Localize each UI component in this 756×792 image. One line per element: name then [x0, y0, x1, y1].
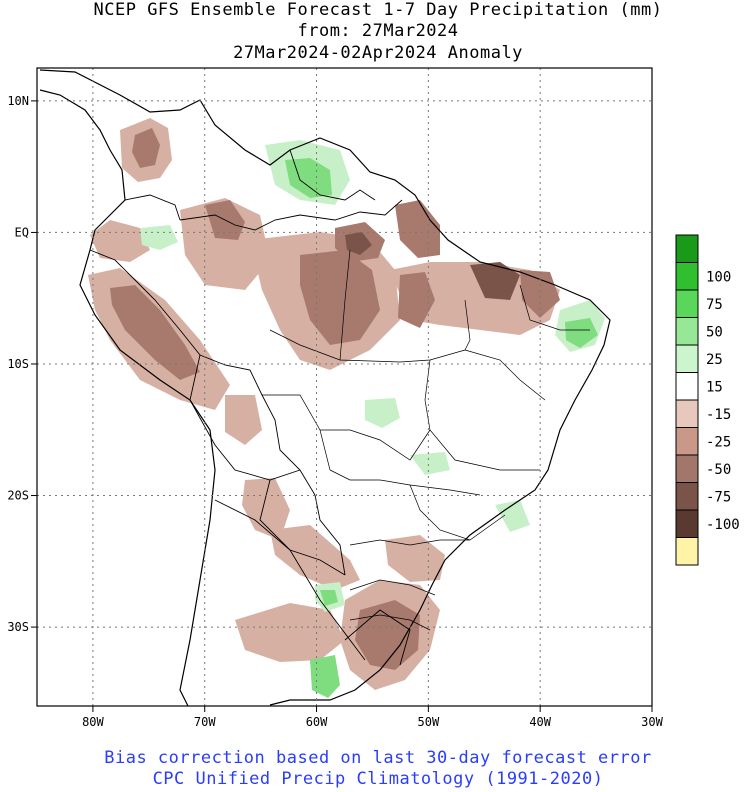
border-argentina: [214, 499, 366, 661]
y-tick-label-2: 10S: [7, 357, 29, 371]
state-border-6: [464, 299, 546, 401]
legend-label-1: 100: [706, 269, 731, 285]
legend-swatch-3: [675, 317, 699, 346]
state-border-8: [349, 539, 470, 546]
dry-area-coast-ne: [470, 262, 520, 300]
border-ecuador-peru: [89, 249, 131, 276]
legend-label-5: 15: [706, 379, 723, 395]
legend-label-10: -100: [706, 517, 740, 533]
border-uruguay: [344, 609, 411, 666]
dry-area-sao-paulo: [385, 535, 445, 582]
y-tick-label-1: EQ: [15, 225, 29, 239]
dry-area-amazon-central-dark: [300, 250, 380, 345]
wet-anomaly-areas: [140, 140, 605, 698]
wet-area-parana-mid: [320, 590, 338, 606]
x-tick-label-0: 80W: [82, 715, 104, 729]
y-tick-label-3: 20S: [7, 489, 29, 503]
border-colombia-venezuela: [124, 194, 181, 221]
dry-area-paraguay: [270, 525, 360, 590]
legend-swatch-11: [675, 537, 699, 566]
wet-area-ne-coast-mid: [565, 318, 598, 348]
legend-label-8: -50: [706, 462, 731, 478]
state-border-4: [320, 429, 431, 461]
legend-label-2: 75: [706, 297, 723, 313]
plot-frame: [36, 67, 653, 707]
dry-area-amazon-west: [180, 198, 270, 290]
plot-area: 80W 70W 60W 50W 40W 30W 10N EQ 10S 20S 30S: [7, 67, 664, 729]
dry-area-colombia: [90, 220, 150, 262]
dry-area-rondonia: [225, 395, 262, 445]
x-tick-label-1: 70W: [194, 715, 216, 729]
dry-area-para-darkest: [345, 232, 372, 255]
state-border-9: [349, 579, 436, 596]
y-tick-label-0: 10N: [7, 94, 29, 108]
legend-label-3: 50: [706, 324, 723, 340]
state-border-2: [269, 329, 341, 361]
legend-swatch-6: [675, 399, 699, 428]
axis-ticks: 80W 70W 60W 50W 40W 30W 10N EQ 10S 20S 30S: [7, 94, 663, 729]
dry-area-bolivia: [242, 478, 290, 540]
legend-label-9: -75: [706, 489, 731, 505]
wet-area-argentina: [310, 655, 340, 698]
map-title-line-2: from: 27Mar2024: [297, 21, 459, 41]
dry-area-venezuela-core: [132, 128, 160, 168]
legend-label-6: -15: [706, 407, 731, 423]
legend-label-7: -25: [706, 434, 731, 450]
dry-area-maranhao-dark: [398, 272, 435, 328]
legend-swatch-5: [675, 372, 699, 401]
state-border-12: [262, 394, 331, 471]
legend-swatch-10: [675, 509, 699, 538]
graticule: [37, 68, 652, 706]
footer-line-2: CPC Unified Precip Climatology (1991-202…: [152, 769, 604, 789]
wet-area-central: [365, 398, 400, 428]
legend-label-4: 25: [706, 352, 723, 368]
state-border-11: [409, 484, 506, 541]
map-title-line-3: 27Mar2024-02Apr2024 Anomaly: [233, 43, 523, 63]
state-border-10: [349, 614, 431, 631]
dry-anomaly-areas: [88, 118, 560, 690]
border-bolivia: [189, 354, 301, 481]
wet-area-guiana-mid: [285, 158, 332, 198]
border-guiana: [289, 149, 376, 201]
country-borders: [89, 149, 411, 666]
legend-swatch-0: [675, 234, 699, 263]
state-border-3: [424, 359, 540, 471]
x-tick-label-5: 30W: [641, 715, 663, 729]
legend-swatch-1: [675, 262, 699, 291]
wet-area-rio: [495, 500, 530, 532]
border-brazil-west: [129, 274, 346, 576]
state-border-1: [339, 249, 466, 363]
footer-line-1: Bias correction based on last 30-day for…: [104, 748, 652, 768]
dry-area-chaco: [235, 603, 345, 662]
legend-swatch-4: [675, 344, 699, 373]
x-tick-label-3: 50W: [418, 715, 440, 729]
legend-swatch-7: [675, 427, 699, 456]
x-tick-label-4: 40W: [529, 715, 551, 729]
state-borders: [262, 249, 590, 631]
color-legend: 100 75 50 25 15 -15 -25 -50 -75 -100: [675, 234, 740, 566]
legend-swatch-2: [675, 289, 699, 318]
state-border-5: [329, 469, 481, 496]
dry-area-coast-ne-2: [520, 270, 560, 318]
wet-area-colombia: [140, 225, 178, 250]
dry-area-peru-dark: [110, 285, 200, 380]
legend-swatch-9: [675, 482, 699, 511]
border-brazil-north: [179, 199, 403, 231]
x-tick-label-2: 60W: [306, 715, 328, 729]
state-border-7: [519, 284, 590, 331]
legend-swatch-8: [675, 454, 699, 483]
map-title-line-1: NCEP GFS Ensemble Forecast 1-7 Day Preci…: [93, 0, 663, 20]
wet-area-goias: [410, 452, 450, 475]
y-tick-label-4: 30S: [7, 620, 29, 634]
